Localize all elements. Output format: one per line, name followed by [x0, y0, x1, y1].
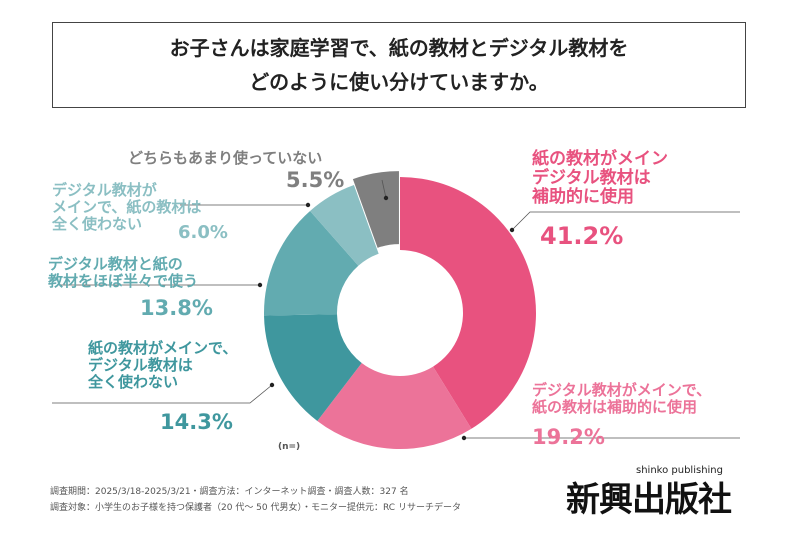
leader-dot-2: [269, 382, 275, 388]
chart-title: お子さんは家庭学習で、紙の教材とデジタル教材を どのように使い分けていますか。: [52, 22, 746, 108]
survey-note-1: 調査期間：2025/3/18-2025/3/21・調査方法：インターネット調査・…: [50, 487, 409, 497]
leader-dot-4: [305, 202, 311, 208]
slice-value-3: 13.8%: [140, 296, 213, 320]
slice-label-3: デジタル教材と紙の 教材をほぼ半々で使う: [48, 255, 199, 290]
donut-slice-4: [310, 185, 379, 266]
leader-dot-1: [461, 435, 467, 441]
donut-slice-0: [400, 177, 536, 429]
slice-label-0: 紙の教材がメイン デジタル教材は 補助的に使用: [532, 149, 668, 207]
slice-value-1: 19.2%: [532, 425, 605, 449]
slice-label-1: デジタル教材がメインで、 紙の教材は補助的に使用: [532, 381, 712, 416]
slice-value-4: 6.0%: [178, 222, 228, 243]
slice-value-0: 41.2%: [540, 222, 624, 250]
leader-dot-5: [383, 195, 389, 201]
donut-slice-2: [264, 314, 362, 421]
donut-slice-5: [352, 171, 399, 248]
n-label: (n=): [278, 442, 301, 452]
donut-slice-3: [264, 210, 359, 316]
leader-dot-0: [509, 227, 515, 233]
survey-note-2: 調査対象：小学生のお子様を持つ保護者（20 代～ 50 代男女）・モニター提供元…: [50, 503, 461, 513]
donut-slice-1: [317, 363, 472, 449]
publisher-logo: 新興出版社: [566, 480, 732, 520]
leader-dot-3: [257, 282, 263, 288]
title-line-1: お子さんは家庭学習で、紙の教材とデジタル教材を: [169, 36, 629, 60]
slice-label-4: デジタル教材が メインで、紙の教材は 全く使わない: [52, 181, 202, 233]
leader-line-5: [381, 179, 387, 199]
slice-value-2: 14.3%: [160, 410, 233, 434]
title-line-2: どのように使い分けていますか。: [249, 70, 549, 94]
leader-line-0: [511, 211, 740, 231]
leader-line-2: [52, 384, 273, 404]
slice-label-5: どちらもあまり使っていない: [128, 149, 323, 167]
slice-label-2: 紙の教材がメインで、 デジタル教材は 全く使わない: [88, 339, 238, 391]
logo-subtext: shinko publishing: [636, 465, 723, 476]
slice-value-5: 5.5%: [286, 168, 345, 192]
